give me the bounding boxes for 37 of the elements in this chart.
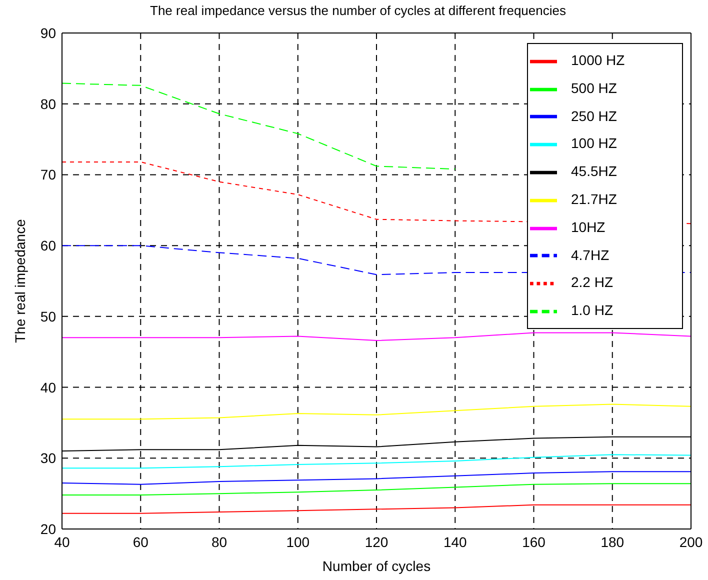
x-axis-title: Number of cycles — [322, 558, 431, 574]
x-tick-label: 140 — [443, 534, 468, 550]
x-tick-label: 200 — [679, 534, 703, 550]
line-series — [62, 404, 691, 420]
legend-label: 250 HZ — [571, 108, 617, 124]
line-series — [62, 483, 691, 496]
legend-label: 500 HZ — [571, 80, 617, 96]
y-tick-label: 60 — [40, 238, 56, 254]
line-series — [62, 82, 456, 170]
chart-title: The real impedance versus the number of cycles at different frequencies — [149, 3, 567, 18]
x-tick-label: 120 — [364, 534, 388, 550]
line-series — [62, 504, 691, 514]
legend-label: 1.0 HZ — [571, 302, 614, 318]
x-tick-label: 40 — [54, 534, 70, 550]
y-tick-label: 50 — [40, 308, 56, 324]
legend-label: 2.2 HZ — [571, 274, 614, 290]
y-tick-label: 20 — [40, 520, 56, 537]
y-axis-title: The real impedance — [12, 218, 28, 343]
legend-label: 10HZ — [571, 218, 606, 235]
x-tick-label: 80 — [211, 534, 228, 550]
line-series — [62, 454, 691, 469]
line-series — [62, 332, 691, 342]
legend-label: 100 HZ — [571, 135, 617, 152]
legend-label: 1000 HZ — [571, 52, 625, 68]
y-tick-label: 40 — [40, 379, 56, 396]
x-tick-label: 180 — [600, 534, 624, 550]
y-tick-label: 30 — [40, 450, 56, 466]
x-tick-label: 60 — [132, 534, 149, 550]
legend-label: 21.7HZ — [571, 190, 617, 207]
legend-label: 4.7HZ — [571, 246, 610, 263]
line-series — [62, 471, 691, 485]
legend-label: 45.5HZ — [571, 163, 617, 180]
y-tick-label: 80 — [40, 96, 56, 112]
x-tick-label: 100 — [286, 534, 310, 550]
x-tick-label: 160 — [522, 534, 546, 550]
y-tick-label: 70 — [40, 166, 56, 183]
y-tick-label: 90 — [40, 24, 56, 41]
